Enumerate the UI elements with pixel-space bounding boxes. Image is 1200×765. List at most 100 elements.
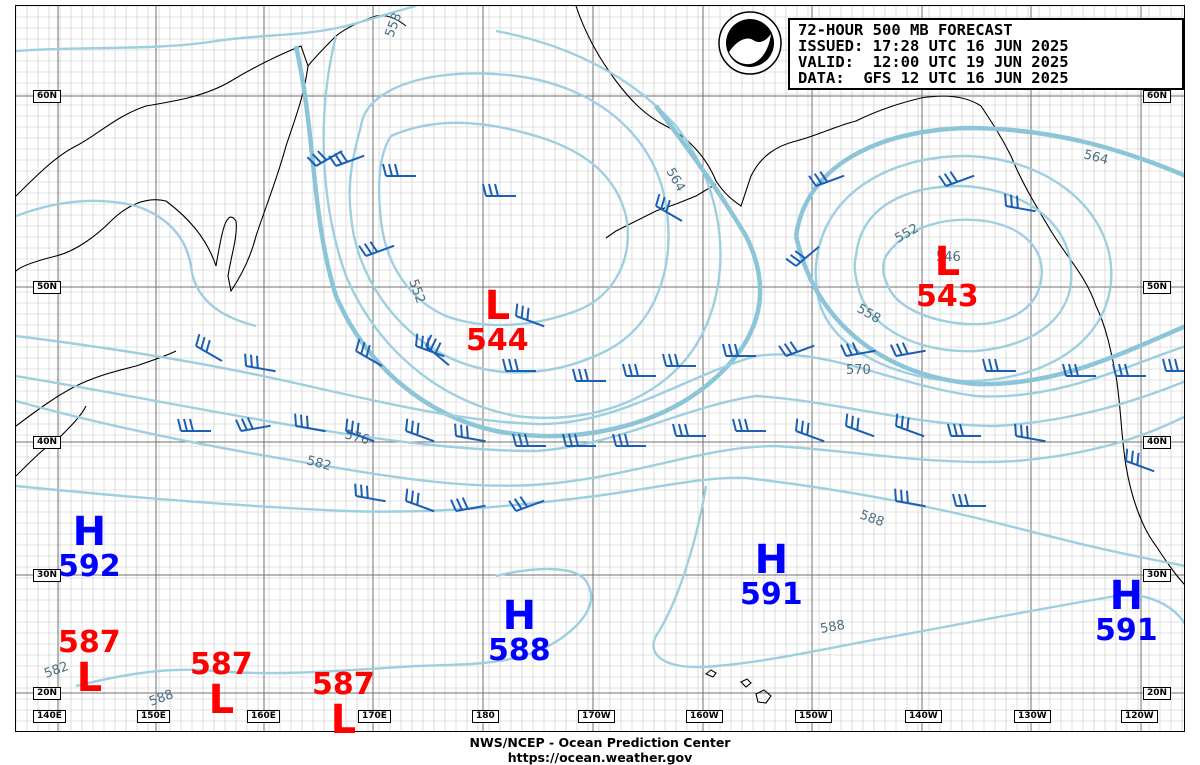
contour-low-w-inner xyxy=(377,121,630,327)
longitude-label: 130W xyxy=(1014,710,1051,723)
wind-barb xyxy=(672,423,706,437)
contour-label: 564 xyxy=(1082,147,1110,168)
low-pressure-center: L 544 xyxy=(466,286,529,356)
wind-barb xyxy=(895,413,925,438)
wind-barb xyxy=(1162,358,1184,372)
contour-564-bold xyxy=(293,45,763,439)
wind-barb xyxy=(345,418,375,443)
latitude-label: 20N xyxy=(1143,687,1172,700)
wind-barb xyxy=(808,171,845,187)
latitude-label: 40N xyxy=(33,436,62,449)
latitude-label: 30N xyxy=(1143,569,1172,582)
latitude-label: 40N xyxy=(1143,436,1172,449)
wind-barb xyxy=(982,358,1016,372)
wind-barb xyxy=(515,303,545,328)
longitude-label: 150W xyxy=(795,710,832,723)
longitude-label: 170W xyxy=(578,710,615,723)
contour-label: 552 xyxy=(405,277,428,305)
system-letter: H xyxy=(754,537,789,583)
wind-barb xyxy=(840,342,876,357)
wind-barb xyxy=(508,496,545,512)
coast-hawaii-1 xyxy=(704,669,717,678)
system-value: 591 xyxy=(1095,613,1158,648)
system-letter: H xyxy=(1109,573,1144,619)
contour-label: 588 xyxy=(858,508,886,531)
wind-barb xyxy=(572,368,606,382)
lat-lon-grid xyxy=(16,6,1184,731)
system-letter: L xyxy=(76,655,103,701)
longitude-label: 140W xyxy=(905,710,942,723)
footer-org: NWS/NCEP - Ocean Prediction Center xyxy=(469,735,731,750)
system-value: 587 xyxy=(312,667,375,702)
longitude-label: 120W xyxy=(1121,710,1158,723)
system-value: 592 xyxy=(58,549,121,584)
wind-barb xyxy=(328,151,365,167)
contour-label: 588 xyxy=(819,618,846,637)
coast-alaska xyxy=(575,6,982,207)
wind-barb xyxy=(355,338,383,367)
latitude-label: 60N xyxy=(1143,90,1172,103)
contour-558-west xyxy=(16,6,417,53)
contour-label: 558 xyxy=(854,301,883,326)
high-pressure-center: H 592 xyxy=(58,512,121,582)
latitude-label: 50N xyxy=(33,281,62,294)
wind-barb xyxy=(1014,423,1046,443)
contour-588-mid xyxy=(16,476,1184,567)
height-contours xyxy=(16,6,1184,688)
wind-barb xyxy=(1125,448,1155,473)
wind-barb xyxy=(454,423,486,443)
contour-576 xyxy=(16,374,1184,453)
wind-barb xyxy=(562,433,596,447)
wind-barb xyxy=(1062,363,1096,377)
coast-asia xyxy=(16,45,309,293)
contour-label: 570 xyxy=(846,363,871,378)
coast-hawaii-3 xyxy=(755,689,772,704)
system-value: 543 xyxy=(916,279,979,314)
contour-label: 564 xyxy=(663,166,688,195)
map-frame: 558 564 552 546 552 558 564 570 576 582 588 588 588 5… xyxy=(15,5,1185,732)
coastlines xyxy=(16,6,1184,704)
wind-barb xyxy=(662,353,696,367)
contour-564-east-b xyxy=(793,235,1184,387)
system-letter: L xyxy=(330,697,357,743)
wind-barb xyxy=(722,343,756,357)
low-pressure-center: 587 L xyxy=(190,650,253,721)
low-pressure-center: 587 L xyxy=(58,628,121,701)
contour-558-nw xyxy=(16,199,257,328)
contour-588-south xyxy=(75,567,593,688)
system-value: 591 xyxy=(740,577,803,612)
title-line-4: DATA: GFS 12 UTC 16 JUN 2025 xyxy=(798,69,1069,87)
wind-barb xyxy=(512,433,546,447)
latitude-label: 30N xyxy=(33,569,62,582)
wind-barb xyxy=(195,333,223,362)
wind-barb xyxy=(244,353,276,373)
wind-barbs xyxy=(177,150,1184,513)
longitude-label: 160W xyxy=(686,710,723,723)
contour-label: 582 xyxy=(305,453,333,474)
footer-url[interactable]: https://ocean.weather.gov xyxy=(507,750,693,765)
contour-570 xyxy=(16,334,1184,426)
wind-barb xyxy=(405,418,435,443)
high-pressure-center: H 588 xyxy=(488,596,551,666)
noaa-logo xyxy=(717,10,783,76)
latitude-label: 20N xyxy=(33,687,62,700)
system-letter: H xyxy=(502,593,537,639)
system-letter: L xyxy=(484,283,511,329)
forecast-title-box: 72-HOUR 500 MB FORECAST ISSUED: 17:28 UTC… xyxy=(788,18,1184,90)
system-value: 544 xyxy=(466,323,529,358)
wind-barb xyxy=(795,418,825,443)
wind-barb xyxy=(405,488,435,513)
longitude-label: 170E xyxy=(358,710,391,723)
forecast-map: 5585645525465525585645705765825885885885… xyxy=(16,6,1184,731)
contour-label: 588 xyxy=(147,687,175,710)
contour-label: 546 xyxy=(936,250,961,265)
title-line-1: 72-HOUR 500 MB FORECAST xyxy=(798,21,1013,39)
wind-barb xyxy=(785,245,820,267)
wind-barb xyxy=(732,418,766,432)
contour-low-e-552 xyxy=(853,184,1073,353)
system-letter: L xyxy=(934,239,961,285)
contour-low-w-552 xyxy=(348,72,670,374)
longitude-label: 150E xyxy=(137,710,170,723)
wind-barb xyxy=(890,342,926,357)
wind-barb xyxy=(382,163,416,177)
